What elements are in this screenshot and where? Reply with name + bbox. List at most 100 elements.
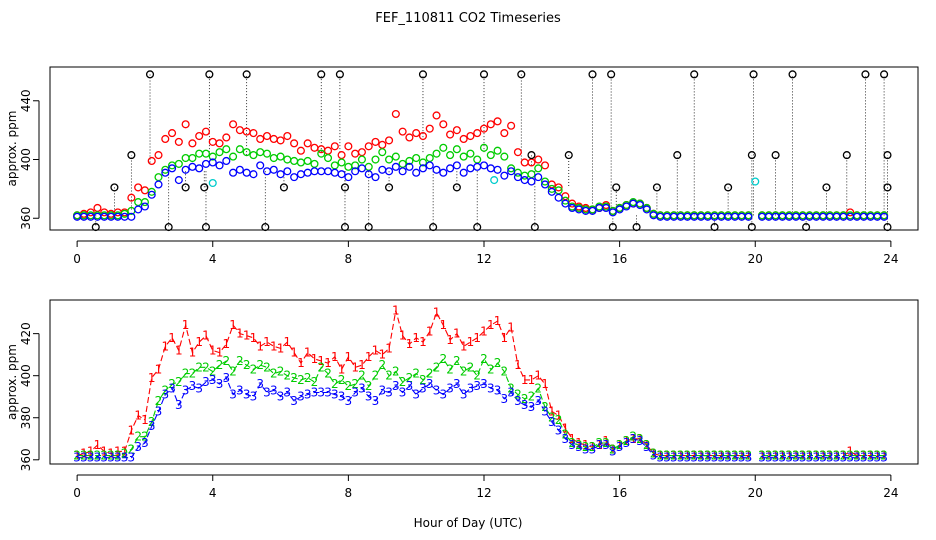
series-2-point: [425, 153, 434, 163]
series-2-label: 2: [602, 436, 610, 450]
series-1-label: 1: [433, 306, 441, 320]
series-1-point: [330, 142, 339, 151]
outlier-point: [822, 183, 831, 192]
series-2-point: [493, 146, 502, 155]
series-1-point: [235, 126, 244, 135]
series-2-label: 2: [236, 354, 244, 368]
series-2-label: 2: [358, 369, 366, 383]
series-3-point: [168, 164, 177, 173]
series-1-label: 1: [148, 371, 156, 385]
series-1-label: 1: [873, 449, 881, 463]
series-1-label: 1: [507, 320, 515, 334]
series-3-label: 3: [880, 451, 888, 465]
series-1-label: 1: [250, 331, 258, 345]
series-2-label: 2: [833, 449, 841, 463]
series-3-point: [493, 165, 502, 174]
series-2-label: 2: [555, 413, 563, 427]
series-1-label: 1: [195, 335, 203, 349]
series-1-label: 1: [636, 432, 644, 446]
series-1-point: [174, 137, 183, 146]
series-3-point: [357, 164, 366, 173]
series-2-label: 2: [222, 354, 230, 368]
series-2-label: 2: [270, 367, 278, 381]
outlier-point: [91, 223, 100, 232]
series-2-label: 2: [161, 383, 169, 397]
y-tick-label: 420: [19, 322, 33, 345]
series-3-label: 3: [840, 451, 848, 465]
outlier-point: [127, 151, 136, 160]
y-tick-label: 400: [19, 148, 33, 171]
series-3-point: [215, 161, 224, 170]
series-2-label: 2: [528, 390, 536, 404]
series-1-label: 1: [202, 329, 210, 343]
series-1-label: 1: [297, 356, 305, 370]
series-2-label: 2: [779, 449, 787, 463]
flagged-point: [490, 176, 499, 185]
series-3-label: 3: [236, 383, 244, 397]
series-2-label: 2: [426, 367, 434, 381]
series-3-label: 3: [222, 371, 230, 385]
series-2-label: 2: [501, 364, 509, 378]
series-2-point: [262, 149, 272, 158]
series-2-label: 2: [290, 371, 298, 385]
series-3-label: 3: [406, 379, 414, 393]
series-1-label: 1: [419, 335, 427, 349]
series-1-point: [540, 161, 550, 170]
series-3-label: 3: [480, 377, 488, 391]
series-3-point: [642, 205, 651, 214]
series-1-label: 1: [880, 449, 888, 463]
series-3-label: 3: [595, 438, 603, 452]
outlier-point: [747, 223, 756, 232]
series-3-point: [256, 161, 265, 170]
x-tick-label: 8: [345, 252, 353, 266]
series-3-label: 3: [202, 375, 210, 389]
series-1-point: [452, 126, 461, 135]
series-3-label: 3: [473, 379, 481, 393]
flagged-point: [751, 177, 760, 186]
series-1-point: [351, 149, 360, 158]
series-1-point: [507, 121, 516, 130]
series-3-point: [290, 173, 299, 182]
series-3-label: 3: [833, 451, 841, 465]
series-2-label: 2: [697, 449, 705, 463]
series-1-point: [357, 148, 366, 157]
outlier-point: [317, 70, 326, 79]
series-1-label: 1: [589, 440, 597, 454]
series-2-label: 2: [128, 442, 136, 456]
series-1-point: [385, 136, 394, 145]
series-1-label: 1: [521, 373, 529, 387]
series-1-point: [459, 134, 468, 144]
series-3-label: 3: [277, 390, 285, 404]
series-1-label: 1: [426, 325, 434, 339]
series-3-label: 3: [616, 440, 624, 454]
series-3-label: 3: [575, 440, 583, 454]
series-3-point: [466, 164, 475, 173]
series-1-label: 1: [311, 352, 319, 366]
series-2-label: 2: [853, 449, 861, 463]
series-2-point: [323, 153, 333, 163]
outlier-point: [724, 183, 733, 192]
series-3-point: [459, 168, 468, 177]
series-3-point: [744, 212, 753, 221]
series-2-label: 2: [311, 375, 319, 389]
outlier-point: [608, 223, 617, 232]
series-1-label: 1: [555, 409, 563, 423]
series-3-label: 3: [555, 423, 563, 437]
series-1-label: 1: [263, 335, 271, 349]
series-2-point: [269, 153, 278, 163]
series-3-point: [425, 161, 434, 170]
series-3-label: 3: [73, 451, 81, 465]
series-3-point: [323, 167, 333, 176]
series-3-label: 3: [263, 386, 271, 400]
y-tick-label: 360: [19, 448, 33, 471]
outlier-point: [452, 183, 461, 192]
outlier-point: [588, 70, 597, 79]
series-3-point: [229, 168, 238, 177]
series-2-point: [418, 158, 428, 167]
series-2-label: 2: [87, 449, 95, 463]
series-2-label: 2: [195, 360, 203, 374]
series-1-label: 1: [182, 318, 190, 332]
series-3-point: [147, 190, 156, 199]
series-3-label: 3: [507, 386, 515, 400]
